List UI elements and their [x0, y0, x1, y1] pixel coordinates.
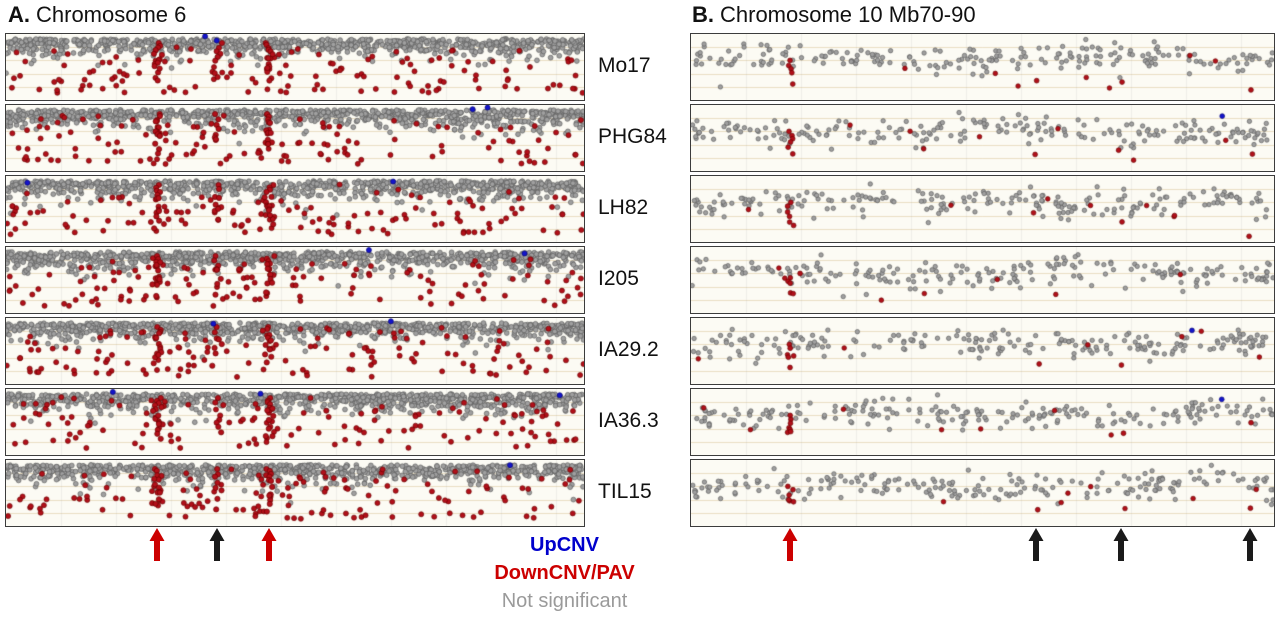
up-arrow-icon	[209, 528, 225, 561]
up-arrow-icon	[1113, 528, 1129, 561]
genotype-track-B-IA29.2	[690, 317, 1275, 385]
panel-a-letter: A.	[8, 2, 30, 27]
scatter-plot-canvas	[6, 389, 584, 455]
scatter-plot-canvas	[6, 460, 584, 526]
up-arrow-icon	[149, 528, 165, 561]
scatter-plot-canvas	[6, 34, 584, 100]
scatter-plot-canvas	[691, 176, 1274, 242]
genotype-track-A-TIL15	[5, 459, 585, 527]
legend: UpCNV DownCNV/PAV Not significant	[462, 531, 667, 615]
scatter-plot-canvas	[6, 105, 584, 171]
scatter-plot-canvas	[691, 247, 1274, 313]
up-arrow-icon	[1028, 528, 1044, 561]
scatter-plot-canvas	[691, 389, 1274, 455]
row-label-I205: I205	[598, 267, 639, 290]
scatter-plot-canvas	[691, 460, 1274, 526]
scatter-plot-canvas	[6, 247, 584, 313]
row-label-LH82: LH82	[598, 196, 649, 219]
up-arrow-icon	[261, 528, 277, 561]
genotype-track-B-LH82	[690, 175, 1275, 243]
genotype-track-A-PHG84	[5, 104, 585, 172]
genotype-track-A-IA36.3	[5, 388, 585, 456]
panel-a-title: A. Chromosome 6	[8, 2, 186, 28]
genotype-track-B-Mo17	[690, 33, 1275, 101]
genotype-track-B-I205	[690, 246, 1275, 314]
genotype-track-B-IA36.3	[690, 388, 1275, 456]
genotype-track-B-TIL15	[690, 459, 1275, 527]
genotype-track-A-I205	[5, 246, 585, 314]
panel-b-title: B. Chromosome 10 Mb70-90	[692, 2, 976, 28]
scatter-plot-canvas	[6, 176, 584, 242]
legend-not-significant: Not significant	[501, 590, 628, 612]
legend-upcnv: UpCNV	[530, 534, 599, 556]
scatter-plot-canvas	[691, 34, 1274, 100]
scatter-plot-canvas	[6, 318, 584, 384]
up-arrow-icon	[782, 528, 798, 561]
scatter-plot-canvas	[691, 105, 1274, 171]
row-label-PHG84: PHG84	[598, 125, 667, 148]
up-arrow-icon	[1242, 528, 1258, 561]
genotype-track-A-Mo17	[5, 33, 585, 101]
row-label-TIL15: TIL15	[598, 480, 652, 503]
genotype-track-A-IA29.2	[5, 317, 585, 385]
row-label-IA29.2: IA29.2	[598, 338, 659, 361]
panel-b-letter: B.	[692, 2, 714, 27]
row-label-Mo17: Mo17	[598, 54, 651, 77]
legend-downcnv-pav: DownCNV/PAV	[494, 562, 635, 584]
panel-b-title-text: Chromosome 10 Mb70-90	[720, 2, 976, 27]
scatter-plot-canvas	[691, 318, 1274, 384]
genotype-track-B-PHG84	[690, 104, 1275, 172]
genotype-track-A-LH82	[5, 175, 585, 243]
panel-a-title-text: Chromosome 6	[36, 2, 187, 27]
row-label-IA36.3: IA36.3	[598, 409, 659, 432]
